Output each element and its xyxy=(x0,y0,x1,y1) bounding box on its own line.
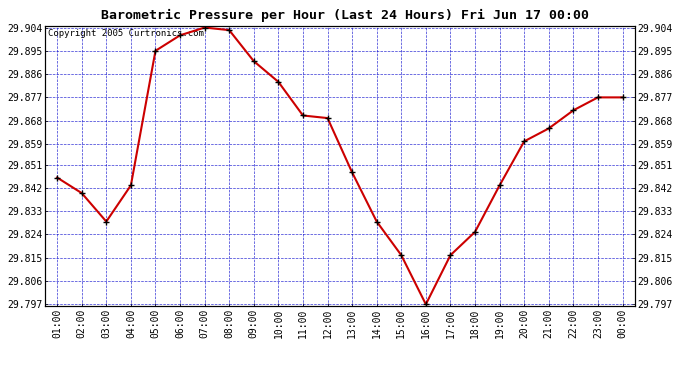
Text: Copyright 2005 Curtronics.com: Copyright 2005 Curtronics.com xyxy=(48,29,204,38)
Text: Barometric Pressure per Hour (Last 24 Hours) Fri Jun 17 00:00: Barometric Pressure per Hour (Last 24 Ho… xyxy=(101,9,589,22)
